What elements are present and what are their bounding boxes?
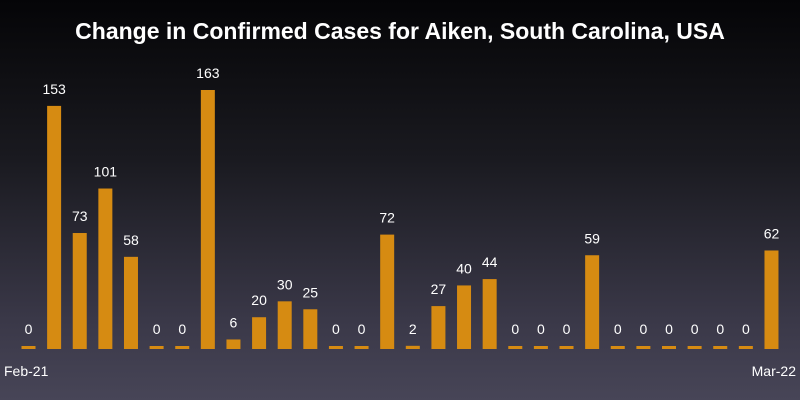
bar-value-label: 30	[277, 276, 293, 292]
bar-value-label: 58	[123, 232, 139, 248]
bar	[431, 306, 446, 349]
bar	[354, 346, 369, 349]
bar	[47, 105, 62, 349]
bar	[226, 339, 241, 349]
bar-value-label: 153	[42, 81, 66, 97]
bar-value-label: 0	[537, 321, 545, 337]
bar-value-label: 6	[230, 314, 238, 330]
bar-value-label: 0	[639, 321, 647, 337]
bar	[457, 285, 472, 349]
bar-value-label: 0	[716, 321, 724, 337]
bar	[559, 346, 574, 349]
bar-value-label: 101	[94, 164, 118, 180]
x-tick-label-end: Mar-22	[752, 363, 797, 379]
bar-value-label: 0	[178, 321, 186, 337]
bar-value-label: 0	[742, 321, 750, 337]
bar-value-label: 40	[456, 260, 472, 276]
bar	[764, 250, 779, 349]
bar-value-label: 44	[482, 254, 498, 270]
bar	[328, 346, 343, 349]
bar	[636, 346, 651, 349]
bar-value-label: 62	[764, 225, 780, 241]
bar-value-label: 163	[196, 65, 220, 81]
bar	[662, 346, 676, 349]
bar	[585, 255, 600, 349]
bar	[252, 317, 267, 349]
bar-value-label: 0	[25, 321, 33, 337]
bar-value-label: 2	[409, 321, 417, 337]
bar	[303, 309, 318, 349]
bar-value-label: 0	[153, 321, 161, 337]
bar	[380, 234, 395, 349]
bar	[72, 233, 87, 349]
bar-value-label: 0	[563, 321, 571, 337]
bar-value-label: 0	[614, 321, 622, 337]
bar	[405, 345, 420, 349]
bar	[98, 188, 113, 349]
bar-value-label: 20	[251, 292, 267, 308]
bar	[123, 256, 138, 349]
bar	[200, 90, 215, 349]
bar	[533, 346, 548, 349]
bars-group	[21, 90, 779, 349]
bar	[508, 346, 523, 349]
bar-value-label: 0	[358, 321, 366, 337]
bar-value-label: 59	[584, 230, 600, 246]
bar	[277, 301, 292, 349]
bar	[738, 346, 753, 349]
x-tick-label-start: Feb-21	[4, 363, 49, 379]
bar	[175, 346, 190, 349]
bar-value-label: 0	[511, 321, 519, 337]
bar	[149, 346, 164, 349]
bar	[610, 346, 625, 349]
bar-value-label: 0	[691, 321, 699, 337]
bar	[713, 346, 728, 349]
bar-value-label: 0	[665, 321, 673, 337]
bar	[687, 346, 702, 349]
bar	[482, 279, 497, 349]
bar-value-label: 73	[72, 208, 88, 224]
bar-value-label: 72	[379, 210, 395, 226]
bar-value-label: 0	[332, 321, 340, 337]
chart-title: Change in Confirmed Cases for Aiken, Sou…	[75, 18, 725, 44]
bar	[21, 346, 36, 349]
bar-value-label: 25	[303, 284, 319, 300]
bar-value-label: 27	[431, 281, 447, 297]
